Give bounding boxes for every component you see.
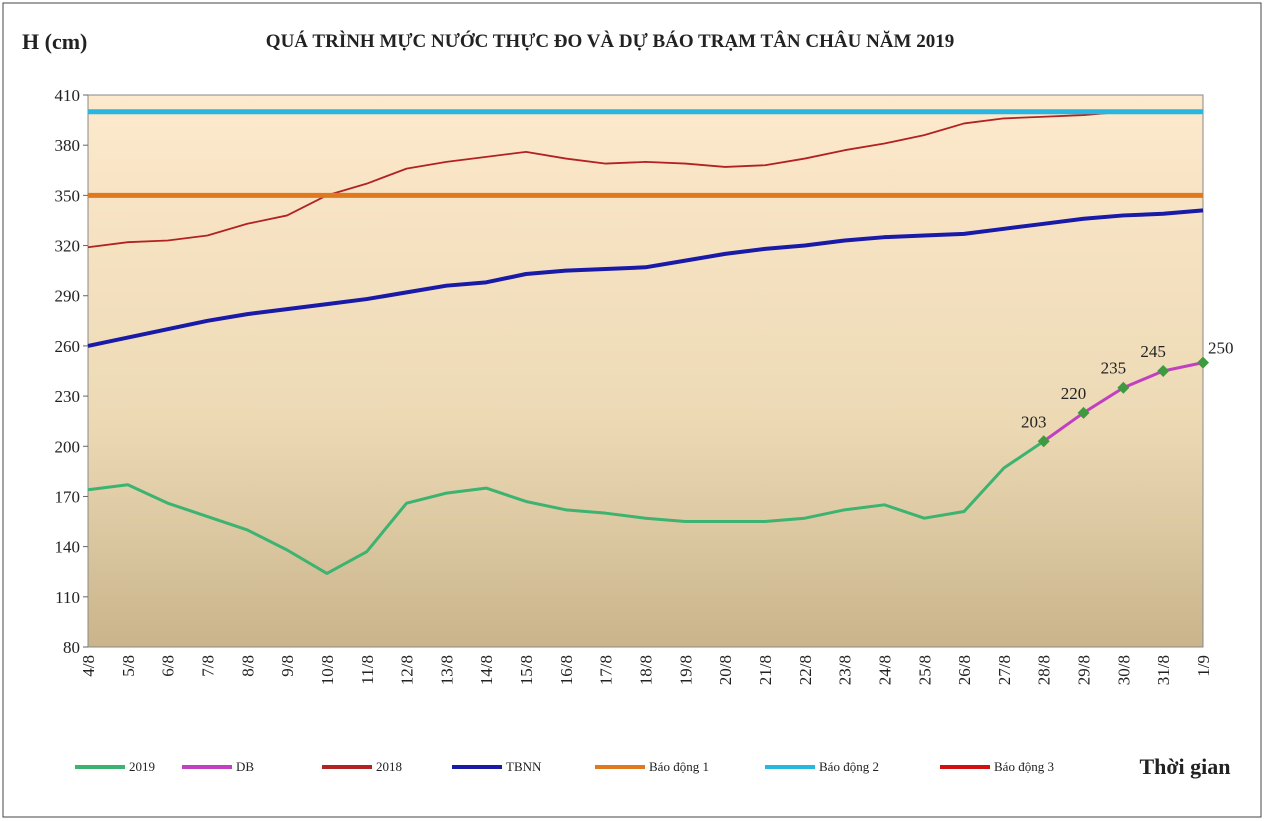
x-tick-label: 22/8 <box>796 655 815 685</box>
x-tick-label: 27/8 <box>995 655 1014 685</box>
x-tick-label: 15/8 <box>517 655 536 685</box>
x-tick-label: 23/8 <box>836 655 855 685</box>
series-line <box>87 440 1045 575</box>
data-label: 235 <box>1101 359 1127 378</box>
y-tick-label: 230 <box>55 387 81 406</box>
chart-title: QUÁ TRÌNH MỰC NƯỚC THỰC ĐO VÀ DỰ BÁO TRẠ… <box>266 30 954 52</box>
x-tick-label: 19/8 <box>676 655 695 685</box>
x-tick-label: 9/8 <box>278 655 297 677</box>
x-tick-label: 26/8 <box>955 655 974 685</box>
x-tick-label: 20/8 <box>716 655 735 685</box>
y-axis-label: H (cm) <box>22 29 87 54</box>
legend-label: Báo động 1 <box>649 759 709 774</box>
y-tick-label: 350 <box>55 186 81 205</box>
x-tick-label: 21/8 <box>756 655 775 685</box>
x-tick-label: 8/8 <box>238 655 257 677</box>
legend-label: 2019 <box>129 759 155 774</box>
x-tick-label: 13/8 <box>437 655 456 685</box>
y-tick-label: 380 <box>55 136 81 155</box>
point-marker <box>1077 406 1090 419</box>
x-tick-label: 30/8 <box>1114 655 1133 685</box>
y-tick-label: 200 <box>55 437 81 456</box>
x-tick-label: 24/8 <box>875 655 894 685</box>
legend-label: Báo động 2 <box>819 759 879 774</box>
point-marker <box>1197 356 1209 369</box>
x-tick-label: 5/8 <box>119 655 138 677</box>
data-label: 203 <box>1021 412 1047 431</box>
data-label: 250 <box>1208 339 1234 358</box>
legend-label: TBNN <box>506 759 542 774</box>
y-tick-label: 140 <box>55 538 81 557</box>
x-tick-label: 31/8 <box>1154 655 1173 685</box>
x-tick-label: 1/9 <box>1194 655 1213 677</box>
point-marker <box>1157 365 1170 377</box>
y-tick-label: 320 <box>55 237 81 256</box>
point-marker <box>1037 435 1050 448</box>
x-tick-label: 25/8 <box>915 655 934 685</box>
x-tick-label: 6/8 <box>159 655 178 677</box>
legend-label: 2018 <box>376 759 402 774</box>
x-tick-label: 11/8 <box>358 655 377 685</box>
legend-label: Báo động 3 <box>994 759 1054 774</box>
series-line <box>87 110 1164 249</box>
y-tick-label: 170 <box>55 487 81 506</box>
y-tick-label: 80 <box>63 638 80 657</box>
y-tick-label: 410 <box>55 86 81 105</box>
x-axis-label: Thời gian <box>1139 754 1230 779</box>
y-tick-label: 290 <box>55 287 81 306</box>
x-tick-label: 18/8 <box>637 655 656 685</box>
x-tick-label: 4/8 <box>79 655 98 677</box>
plot-area <box>87 94 1204 648</box>
y-tick-label: 260 <box>55 337 81 356</box>
point-marker <box>1117 381 1130 394</box>
x-tick-label: 7/8 <box>198 655 217 677</box>
x-tick-label: 16/8 <box>557 655 576 685</box>
data-label: 245 <box>1140 342 1166 361</box>
x-tick-label: 14/8 <box>477 655 496 685</box>
data-label: 220 <box>1061 384 1087 403</box>
x-tick-label: 10/8 <box>318 655 337 685</box>
x-tick-label: 29/8 <box>1075 655 1094 685</box>
series-line <box>87 208 1204 348</box>
y-tick-label: 110 <box>55 588 80 607</box>
legend-label: DB <box>236 759 254 774</box>
x-tick-label: 28/8 <box>1035 655 1054 685</box>
x-tick-label: 17/8 <box>597 655 616 685</box>
x-tick-label: 12/8 <box>398 655 417 685</box>
